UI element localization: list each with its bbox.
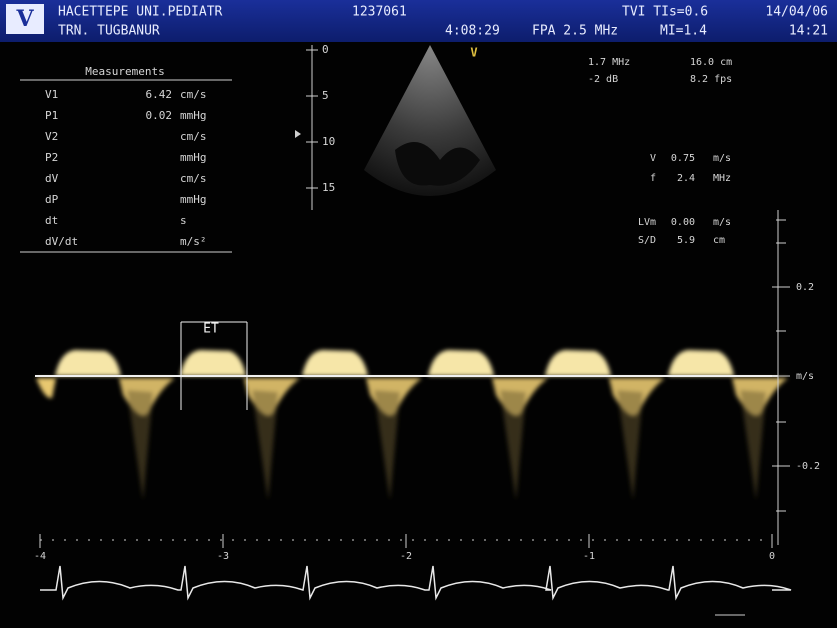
depth-label: 10 [322, 135, 335, 148]
measure-label: dP [45, 193, 59, 206]
header-bar [0, 0, 837, 42]
exam-time: 4:08:29 [445, 24, 500, 39]
measure-unit: cm/s [180, 130, 207, 143]
spectral-noise [127, 390, 153, 500]
spectral-noise [374, 390, 400, 500]
measure-label: dV/dt [45, 235, 78, 248]
forward-flow [668, 350, 734, 376]
focus-marker [295, 130, 301, 138]
time-label: -3 [217, 551, 229, 562]
sector-marker: V [470, 46, 477, 60]
doppler-value: 0.75 [671, 153, 695, 164]
doppler-value: 2.4 [677, 173, 695, 184]
depth-label: 15 [322, 181, 335, 194]
time-label: 0 [769, 551, 775, 562]
measure-label: P1 [45, 109, 58, 122]
probe: FPA 2.5 MHz [532, 24, 618, 39]
spectral-noise [252, 390, 278, 500]
clock: 14:21 [789, 24, 828, 39]
measure-unit: s [180, 214, 187, 227]
depth-label: 0 [322, 43, 329, 56]
spectral-noise [500, 390, 526, 500]
patient: TRN. TUGBANUR [58, 24, 160, 39]
frame-rate: 8.2 fps [690, 74, 732, 85]
time-label: -4 [34, 551, 46, 562]
measurements-title: Measurements [85, 65, 164, 78]
doppler-unit: m/s [713, 217, 731, 228]
time-scale: -4 -3 -2 -1 0 [34, 534, 775, 562]
depth: 16.0 cm [690, 57, 732, 68]
measure-label: V1 [45, 88, 58, 101]
measure-value: 6.42 [146, 88, 173, 101]
doppler-settings: V 0.75 m/s f 2.4 MHz LVm 0.00 m/s S/D 5.9 cm [638, 153, 731, 246]
measure-label: P2 [45, 151, 58, 164]
date: 14/04/06 [765, 5, 828, 20]
doppler-value: 0.00 [671, 217, 695, 228]
time-label: -1 [583, 551, 595, 562]
doppler-label: LVm [638, 217, 656, 228]
doppler-unit: MHz [713, 173, 731, 184]
doppler-unit: m/s [713, 153, 731, 164]
measurements-table: V1 6.42 cm/s P1 0.02 mmHg V2 cm/s P2 mmHg dV cm/s dP… [45, 88, 207, 248]
logo-box [6, 4, 44, 34]
depth-scale: 0 5 10 15 [306, 43, 335, 194]
gain: -2 dB [588, 74, 618, 85]
time-label: -2 [400, 551, 412, 562]
doppler-spectrum [36, 350, 788, 500]
spectral-noise [740, 390, 766, 500]
measure-value: 0.02 [146, 109, 173, 122]
forward-flow [55, 350, 121, 376]
mi: MI=1.4 [660, 24, 707, 39]
measure-unit: mmHg [180, 109, 207, 122]
patient-id: 1237061 [352, 5, 407, 20]
velocity-label: 0.2 [796, 282, 814, 293]
tvi: TVI TIs=0.6 [622, 5, 708, 20]
doppler-unit: cm [713, 235, 725, 246]
doppler-value: 5.9 [677, 235, 695, 246]
velocity-scale: 0.2 m/s -0.2 [772, 219, 820, 512]
forward-flow [545, 350, 611, 376]
velocity-label: m/s [796, 371, 814, 382]
institution: HACETTEPE UNI.PEDIATR [58, 5, 223, 20]
measure-unit: m/s² [180, 235, 207, 248]
doppler-label: V [650, 153, 656, 164]
measure-unit: mmHg [180, 151, 207, 164]
measure-unit: cm/s [180, 88, 207, 101]
depth-label: 5 [322, 89, 329, 102]
spectral-noise [617, 390, 643, 500]
doppler-label: S/D [638, 235, 656, 246]
ecg-trace [40, 565, 792, 601]
measure-unit: cm/s [180, 172, 207, 185]
frequency: 1.7 MHz [588, 57, 630, 68]
forward-flow [180, 350, 246, 376]
reverse-flow [36, 378, 56, 399]
sector-chamber [395, 142, 480, 186]
doppler-label: f [650, 173, 656, 184]
forward-flow [302, 350, 368, 376]
measure-unit: mmHg [180, 193, 207, 206]
velocity-label: -0.2 [796, 461, 820, 472]
measure-label: V2 [45, 130, 58, 143]
annotation: ET [203, 322, 219, 337]
logo: V [15, 6, 34, 32]
forward-flow [428, 350, 494, 376]
measure-label: dV [45, 172, 59, 185]
measure-label: dt [45, 214, 58, 227]
